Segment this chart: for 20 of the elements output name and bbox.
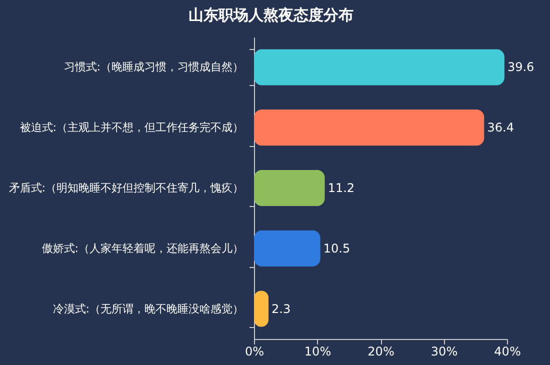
bar [254,170,325,206]
chart-title: 山东职场人熬夜态度分布 [188,6,354,24]
data-label: 39.6 [507,60,534,74]
x-tick-label: 0% [244,344,264,358]
bar [254,109,484,146]
y-tick-label: 矛盾式:（明知晚睡不好但控制不住寄几，愧疚） [8,182,244,194]
x-tick-label: 40% [494,344,521,358]
y-tick-label: 冷漠式:（无所谓，晚不晚睡没啥感觉） [52,302,244,316]
data-label: 2.3 [272,302,291,316]
y-tick-label: 习惯式:（晚睡成习惯，习惯成自然） [64,60,244,74]
data-label: 11.2 [328,181,355,195]
x-tick-label: 30% [430,344,458,358]
x-tick-label: 10% [304,344,332,358]
bar [254,230,320,267]
data-label: 10.5 [323,241,350,256]
data-label: 36.4 [487,120,514,135]
x-tick-label: 20% [368,344,394,358]
bar [254,49,504,86]
y-tick-label: 被迫式:（主观上并不想，但工作任务完不成） [20,121,244,134]
y-tick-label: 傲娇式:（人家年轻着呢，还能再熬会儿） [42,242,244,255]
